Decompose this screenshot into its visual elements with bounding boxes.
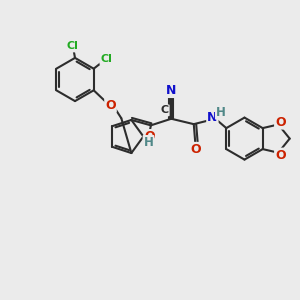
Text: O: O xyxy=(190,143,201,156)
Text: N: N xyxy=(207,111,218,124)
Text: N: N xyxy=(166,84,176,97)
Text: Cl: Cl xyxy=(100,54,112,64)
Text: H: H xyxy=(216,106,226,119)
Text: O: O xyxy=(275,116,286,129)
Text: Cl: Cl xyxy=(67,41,79,52)
Text: H: H xyxy=(143,136,153,149)
Text: O: O xyxy=(105,99,116,112)
Text: O: O xyxy=(145,130,155,143)
Text: O: O xyxy=(275,148,286,162)
Text: C: C xyxy=(160,105,169,116)
